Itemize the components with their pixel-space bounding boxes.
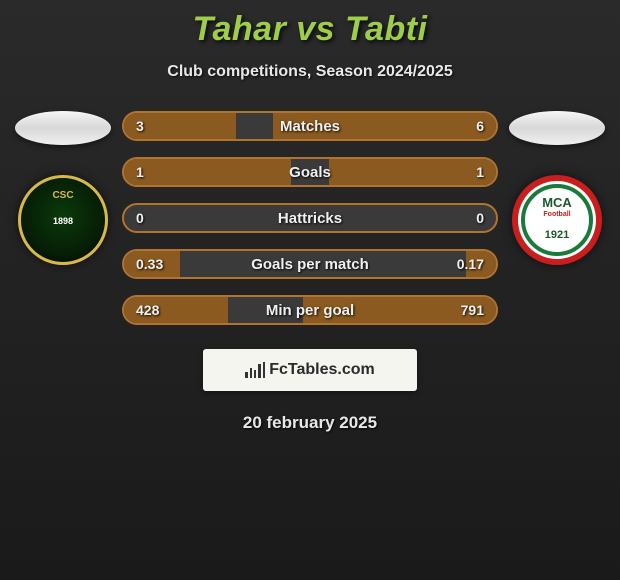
left-flag-icon	[15, 111, 111, 145]
stat-value-left: 3	[136, 118, 144, 134]
stat-row: 0 0 Hattricks	[122, 203, 498, 233]
stat-label: Hattricks	[278, 210, 342, 227]
stat-value-right: 1	[476, 164, 484, 180]
page-title: Tahar vs Tabti	[0, 10, 620, 49]
left-side: 1898	[8, 111, 118, 265]
stats-list: 3 6 Matches 1 1 Goals 0 0 Hattricks 0.33 0.17 Goals…	[118, 111, 502, 325]
subtitle: Club competitions, Season 2024/2025	[0, 63, 620, 81]
stat-bar-right	[329, 159, 496, 185]
right-flag-icon	[509, 111, 605, 145]
stat-row: 0.33 0.17 Goals per match	[122, 249, 498, 279]
stat-value-right: 0.17	[457, 256, 484, 272]
watermark: FcTables.com	[203, 349, 417, 391]
right-badge-sub: Football	[543, 211, 570, 218]
watermark-chart-icon	[245, 362, 265, 378]
stat-value-left: 428	[136, 302, 159, 318]
comparison-card: Tahar vs Tabti Club competitions, Season…	[0, 0, 620, 580]
stat-label: Goals per match	[251, 256, 369, 273]
date-label: 20 february 2025	[0, 413, 620, 433]
right-badge-text: MCA	[542, 195, 572, 210]
stat-bar-left	[124, 159, 291, 185]
stat-value-left: 1	[136, 164, 144, 180]
stat-label: Goals	[289, 164, 331, 181]
watermark-text: FcTables.com	[269, 361, 375, 379]
stat-value-left: 0	[136, 210, 144, 226]
stat-row: 428 791 Min per goal	[122, 295, 498, 325]
stat-value-right: 0	[476, 210, 484, 226]
left-badge-year: 1898	[53, 216, 73, 226]
content-row: 1898 3 6 Matches 1 1 Goals 0 0 Hattricks 0.33 0.17…	[0, 111, 620, 325]
stat-label: Matches	[280, 118, 340, 135]
right-badge-year: 1921	[545, 229, 569, 241]
stat-value-right: 6	[476, 118, 484, 134]
left-team-badge: 1898	[18, 175, 108, 265]
stat-row: 3 6 Matches	[122, 111, 498, 141]
stat-value-right: 791	[461, 302, 484, 318]
stat-row: 1 1 Goals	[122, 157, 498, 187]
right-side: MCA Football 1921	[502, 111, 612, 265]
stat-label: Min per goal	[266, 302, 354, 319]
right-team-badge: MCA Football 1921	[512, 175, 602, 265]
stat-value-left: 0.33	[136, 256, 163, 272]
